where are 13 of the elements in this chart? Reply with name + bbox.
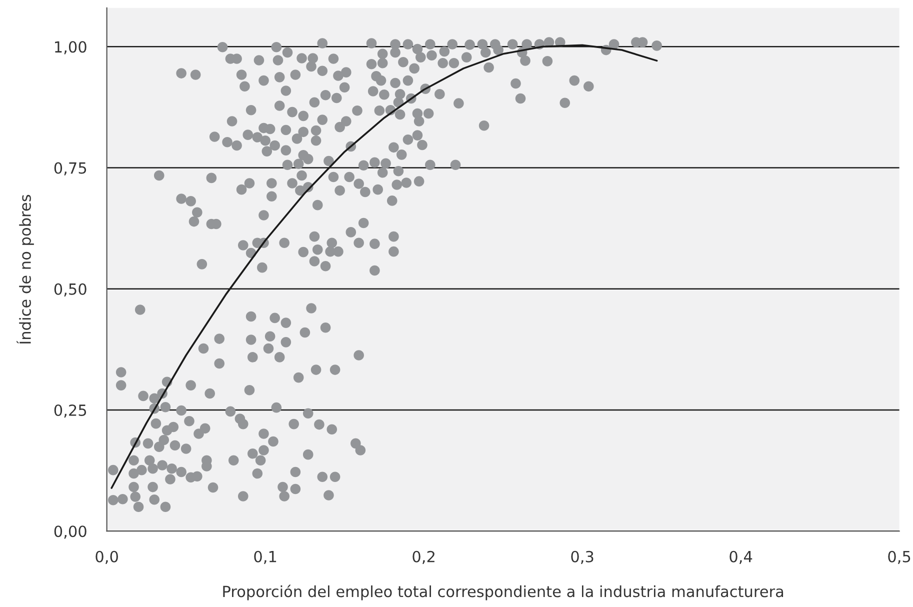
x-axis-title: Proporción del empleo total correspondiente a la industria manufacturera [223, 584, 784, 600]
x-tick-label: 0,2 [412, 550, 434, 564]
y-tick-label: 0,25 [54, 404, 86, 418]
y-tick-label: 0,75 [54, 162, 86, 176]
y-tick-label: 0,50 [54, 283, 86, 296]
x-tick-label: 0,1 [254, 550, 276, 564]
y-tick-label: 1,00 [55, 41, 86, 54]
x-tick-label: 0,3 [571, 550, 594, 564]
x-tick-label: 0,4 [730, 550, 752, 564]
y-axis-title: Índice de no pobres [16, 194, 34, 344]
x-tick-label: 0,5 [888, 550, 910, 564]
x-tick-label: 0,0 [96, 550, 118, 564]
y-tick-label: 0,00 [54, 526, 86, 539]
